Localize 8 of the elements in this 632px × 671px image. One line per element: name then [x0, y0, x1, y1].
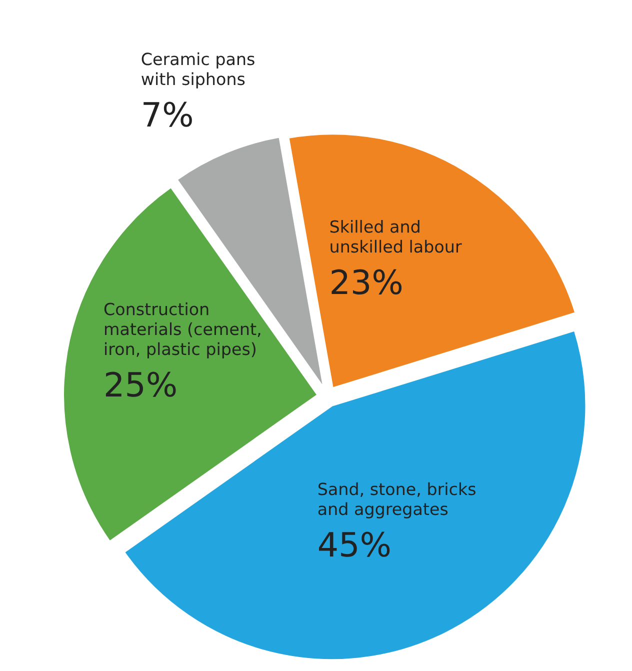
slice-label: Construction materials (cement, iron, plastic pipes)	[104, 302, 260, 358]
data-label: 45%	[318, 532, 390, 557]
data-label: 23%	[332, 269, 402, 295]
slice-label: Sand, stone, bricks and aggregates	[318, 482, 476, 518]
data-label: 7%	[144, 102, 192, 127]
slice-label: Ceramic pans with siphons	[142, 52, 254, 88]
data-label: 25%	[106, 372, 176, 397]
slice-label: Skilled and unskilled labour	[330, 220, 462, 253]
